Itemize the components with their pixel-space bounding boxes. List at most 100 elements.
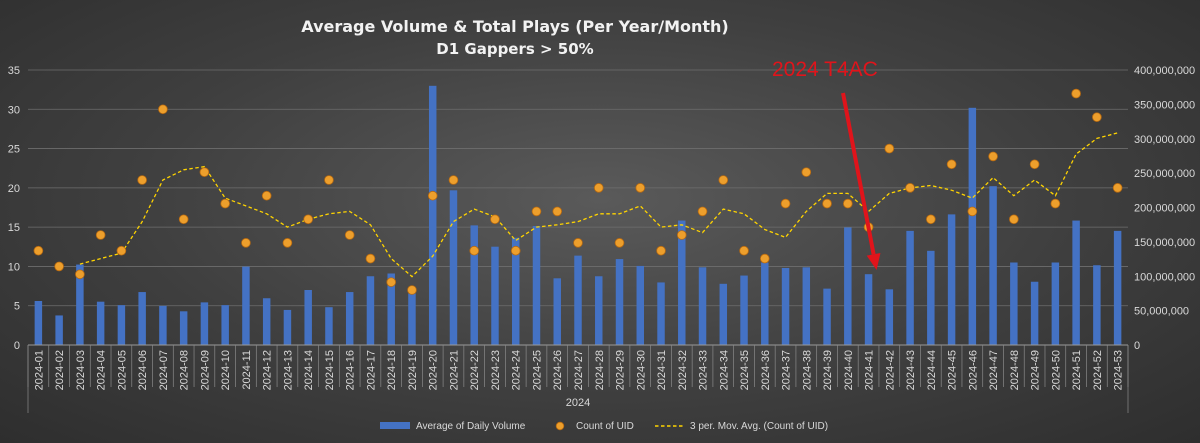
x-group-label: 2024 (566, 397, 590, 409)
legend-label: Count of UID (576, 421, 634, 432)
x-tick-label: 2024-35 (739, 350, 751, 390)
volume-bar (781, 268, 790, 345)
y-left-tick-label: 15 (8, 222, 20, 234)
uid-count-point (718, 175, 729, 185)
chart-subtitle: D1 Gappers > 50% (436, 40, 593, 58)
y-left-tick-label: 0 (14, 340, 20, 352)
x-tick-label: 2024-28 (594, 350, 606, 390)
uid-count-point (344, 230, 355, 240)
uid-count-point (697, 206, 708, 217)
volume-bar (719, 283, 728, 345)
volume-bar (761, 262, 769, 345)
uid-count-point (1092, 112, 1102, 122)
volume-bar (262, 298, 271, 345)
uid-count-point (656, 245, 666, 256)
volume-bar (1093, 265, 1101, 345)
volume-bar (449, 190, 458, 345)
x-tick-label: 2024-43 (905, 350, 917, 390)
x-tick-label: 2024-26 (552, 350, 564, 390)
x-tick-label: 2024-42 (884, 350, 896, 390)
x-tick-label: 2024-19 (407, 350, 419, 390)
volume-bar (242, 266, 250, 345)
uid-count-point (635, 183, 646, 193)
x-tick-label: 2024-30 (635, 350, 647, 390)
x-tick-label: 2024-48 (1009, 350, 1021, 390)
volume-bar (740, 275, 748, 345)
uid-count-point (926, 214, 936, 225)
x-tick-label: 2024-05 (116, 350, 128, 390)
volume-bar (885, 289, 894, 345)
uid-count-point (801, 167, 812, 177)
annotation: 2024 T4AC (772, 58, 881, 270)
volume-bar (553, 278, 561, 345)
x-tick-label: 2024-36 (760, 350, 772, 390)
uid-count-point (199, 167, 210, 177)
volume-bar (636, 265, 644, 345)
volume-bar (906, 230, 914, 345)
volume-bar (55, 315, 63, 345)
chart-title: Average Volume & Total Plays (Per Year/M… (301, 17, 728, 36)
x-tick-label: 2024-47 (988, 350, 1000, 390)
uid-count-point (573, 238, 583, 248)
uid-count-point (1071, 88, 1081, 99)
volume-bar (138, 292, 146, 345)
volume-bar (844, 227, 852, 345)
legend: Average of Daily Volume Count of UID 3 per… (380, 421, 828, 432)
uid-count-point (303, 214, 313, 225)
volume-bar (366, 276, 375, 345)
uid-count-point (448, 175, 459, 185)
x-tick-label: 2024-34 (718, 350, 730, 390)
uid-count-point (95, 230, 106, 240)
x-tick-label: 2024-44 (926, 350, 938, 390)
volume-bar (595, 276, 603, 345)
uid-count-point (510, 245, 521, 256)
y-right-tick-label: 400,000,000 (1134, 65, 1195, 77)
volume-bar (968, 107, 977, 345)
x-tick-label: 2024-13 (282, 350, 294, 390)
gridlines (28, 69, 1128, 307)
x-tick-label: 2024-29 (615, 350, 627, 390)
uid-count-point (759, 253, 770, 264)
volume-bar (408, 293, 416, 345)
x-tick-label: 2024-23 (490, 350, 502, 390)
volume-bar (470, 225, 478, 345)
y-right-tick-label: 200,000,000 (1134, 203, 1195, 215)
uid-count-point (905, 183, 915, 193)
volume-bar (34, 301, 43, 345)
x-tick-label: 2024-33 (698, 350, 710, 390)
volume-bar (76, 264, 84, 345)
x-tick-label: 2024-10 (220, 350, 232, 390)
x-tick-label: 2024-27 (573, 350, 585, 390)
volume-bar (802, 267, 811, 345)
uid-count-point (614, 238, 625, 248)
uid-count-point (261, 190, 272, 201)
uid-count-point (884, 143, 895, 154)
annotation-arrow-shaft (841, 92, 876, 255)
uid-count-point (552, 206, 563, 217)
moving-average-line (79, 132, 1118, 278)
uid-count-point (1009, 214, 1019, 225)
uid-count-point (946, 159, 957, 170)
uid-count-point (241, 238, 251, 248)
x-tick-label: 2024-38 (801, 350, 813, 390)
x-tick-label: 2024-45 (947, 350, 959, 390)
y-left-tick-label: 10 (8, 261, 20, 273)
volume-bar (989, 186, 997, 345)
x-tick-label: 2024-37 (781, 350, 793, 390)
x-tick-label: 2024-04 (96, 350, 108, 390)
x-tick-label: 2024-02 (54, 350, 66, 390)
uid-count-point (75, 269, 85, 280)
uid-count-point (967, 206, 978, 217)
volume-bar (657, 282, 665, 345)
volume-bar (1072, 220, 1080, 345)
uid-count-point (490, 214, 500, 225)
x-tick-label: 2024-17 (365, 350, 377, 390)
x-tick-label: 2024-20 (428, 350, 440, 390)
uid-count-point (158, 104, 168, 115)
y-right-tick-label: 350,000,000 (1134, 99, 1195, 111)
volume-bar (387, 273, 395, 345)
volume-bar (304, 290, 312, 345)
uid-count-point (407, 285, 417, 295)
y-right-tick-label: 0 (1134, 340, 1140, 352)
